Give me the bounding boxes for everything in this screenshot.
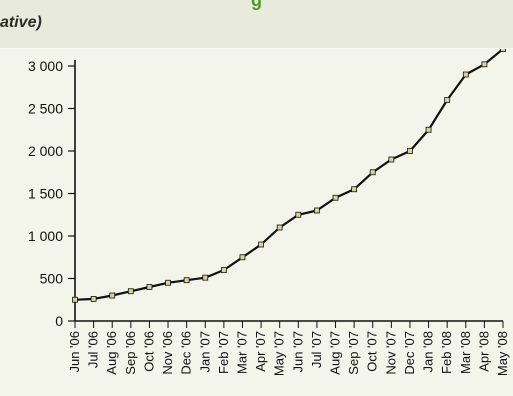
x-tick-label: Feb '08: [439, 331, 454, 374]
y-tick-label: 3 000: [28, 58, 63, 74]
x-tick-label: Sep '06: [123, 331, 138, 375]
data-point-may-08: [500, 49, 506, 52]
data-point-oct-07: [369, 169, 376, 176]
x-tick-label: Nov '06: [160, 331, 175, 375]
x-tick-label: Sep '07: [346, 331, 361, 375]
x-tick-label: Jul '06: [86, 331, 101, 368]
x-tick-label: Apr '08: [476, 331, 491, 372]
x-tick-label: Apr '07: [253, 331, 268, 372]
series-line: [74, 49, 504, 301]
x-tick-label: Dec '06: [179, 331, 194, 375]
x-tick-label: Aug '06: [104, 331, 119, 375]
x-tick-label: Mar '07: [234, 331, 249, 374]
chart-area: 0 500 1 000 1 500 2 000 2 500 3 000 Jun '06 Jul …: [0, 49, 513, 396]
data-point-jun-06: [72, 296, 78, 303]
y-tick-label: 2 000: [28, 143, 63, 159]
header-divider: [0, 48, 513, 49]
x-tick-label: Jun '07: [290, 331, 305, 373]
data-point-nov-06: [165, 279, 171, 286]
y-tick-label: 500: [40, 271, 64, 287]
data-point-feb-08: [444, 97, 451, 103]
data-point-jul-06: [90, 295, 97, 302]
data-point-dec-07: [407, 148, 413, 154]
data-point-feb-07: [220, 267, 227, 273]
x-tick-label: Jan '08: [421, 331, 436, 373]
data-point-dec-06: [183, 277, 190, 284]
x-tick-label: May '07: [272, 331, 287, 376]
y-tick-label: 0: [55, 313, 63, 329]
data-point-jul-07: [314, 207, 320, 214]
data-point-oct-06: [146, 284, 153, 290]
x-tick-label: Jan '07: [197, 331, 212, 373]
chart-title-fragment: g: [251, 0, 262, 10]
x-tick-label: Dec '07: [402, 331, 417, 375]
line-chart: 0 500 1 000 1 500 2 000 2 500 3 000 Jun '06 Jul …: [28, 49, 510, 376]
x-tick-label: Aug '07: [328, 331, 343, 375]
data-point-jan-08: [425, 126, 432, 133]
y-tick-label: 1 000: [28, 228, 63, 244]
x-tick-label: Mar '08: [458, 331, 473, 374]
data-point-nov-07: [388, 156, 395, 163]
data-point-aug-07: [332, 194, 339, 201]
data-point-jan-07: [202, 274, 209, 281]
x-tick-label: Feb '07: [216, 331, 231, 374]
x-tick-label: May '08: [495, 331, 510, 376]
x-tick-label: Nov '07: [383, 331, 398, 375]
data-point-jun-07: [295, 211, 302, 218]
data-point-mar-08: [462, 71, 469, 78]
data-point-may-07: [276, 224, 283, 231]
y-tick-label: 2 500: [28, 101, 63, 117]
data-point-apr-08: [481, 61, 488, 68]
top-title-strip: g: [0, 0, 513, 12]
chart-subtitle-fragment: ative): [0, 14, 42, 31]
y-tick-label: 1 500: [28, 186, 63, 202]
x-tick-label: Oct '06: [141, 331, 156, 372]
data-point-aug-06: [109, 292, 116, 299]
data-point-sep-07: [351, 186, 358, 193]
x-tick-label: Oct '07: [365, 331, 380, 372]
data-point-mar-07: [239, 254, 246, 261]
x-tick-label: Jul '07: [309, 331, 324, 368]
x-tick-label: Jun '06: [67, 331, 82, 373]
data-point-sep-06: [127, 288, 134, 295]
data-point-apr-07: [258, 241, 264, 248]
